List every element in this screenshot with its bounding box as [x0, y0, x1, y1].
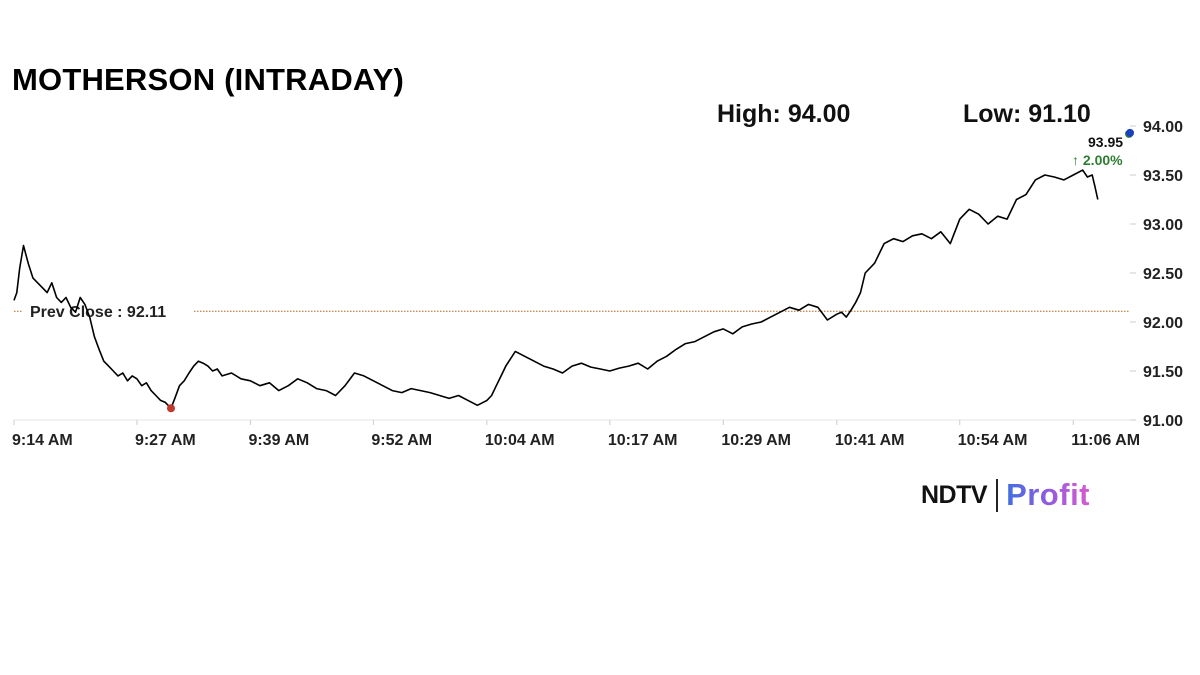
x-tick-label: 11:06 AM	[1071, 432, 1140, 449]
x-tick-label: 9:39 AM	[248, 432, 309, 449]
change-percent-label: ↑ 2.00%	[1072, 152, 1123, 168]
prev-close-label: Prev Close : 92.11	[30, 304, 166, 321]
logo-profit-text: Profit	[1006, 477, 1090, 512]
x-tick-label: 10:54 AM	[958, 432, 1028, 449]
y-tick-label: 94.00	[1143, 119, 1183, 136]
logo-ndtv-text: NDTV	[921, 480, 988, 509]
chart-title: MOTHERSON (INTRADAY)	[12, 62, 405, 97]
day-high-marker	[1126, 128, 1134, 137]
day-low-marker	[166, 404, 175, 413]
low-value: Low: 91.10	[963, 100, 1091, 128]
x-tick-label: 10:17 AM	[608, 432, 678, 449]
ndtv-profit-logo: NDTV Profit	[921, 477, 1090, 513]
logo-divider	[996, 478, 999, 512]
x-tick-label: 10:41 AM	[835, 432, 905, 449]
y-tick-label: 92.00	[1143, 315, 1183, 332]
high-value: High: 94.00	[717, 100, 851, 128]
y-tick-label: 93.50	[1143, 168, 1183, 185]
prev-close-label-bg	[22, 300, 194, 322]
x-tick-label: 9:27 AM	[135, 432, 196, 449]
y-tick-label: 91.50	[1143, 364, 1183, 381]
x-tick-label: 10:04 AM	[485, 432, 555, 449]
price-line	[13, 169, 1099, 410]
y-tick-label: 91.00	[1143, 413, 1183, 430]
y-tick-label: 92.50	[1143, 266, 1183, 283]
last-price-label: 93.95	[1088, 134, 1123, 150]
y-tick-label: 93.00	[1143, 217, 1183, 234]
x-tick-label: 9:14 AM	[12, 432, 73, 449]
x-tick-label: 9:52 AM	[371, 432, 432, 449]
x-tick-label: 10:29 AM	[721, 432, 791, 449]
